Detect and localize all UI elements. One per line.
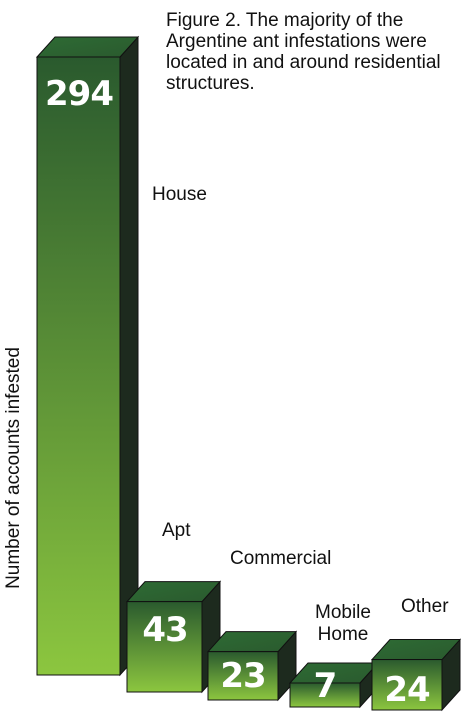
bar-front-commercial (207, 651, 279, 701)
bar-house (35, 35, 140, 677)
category-label-house-text: House (152, 184, 207, 205)
category-label-commercial-text: Commercial (230, 548, 332, 569)
category-label-other-text: Other (401, 596, 449, 617)
bar-top-house (35, 36, 140, 58)
bar-other (370, 638, 461, 712)
category-label-apt-text: Apt (162, 520, 191, 541)
bar-front-house (36, 56, 121, 676)
value-label-other: 24 (384, 670, 430, 710)
y-axis-label: Number of accounts infested (3, 347, 24, 589)
bar-commercial (206, 630, 298, 702)
category-label-house: House (152, 184, 207, 206)
bar-side-house (119, 35, 139, 677)
value-label-house: 294 (45, 74, 114, 114)
bar-front-apt (126, 601, 203, 693)
value-label-mobile-home: 7 (313, 666, 338, 706)
bars-group (35, 35, 461, 712)
category-label-mobile-home-line1: Mobile (315, 602, 371, 623)
bar-front-mobile-home (289, 682, 361, 708)
value-label-commercial: 23 (220, 656, 266, 696)
category-label-mobile-home-line2: Home (317, 624, 369, 645)
figure-caption: Figure 2. The majority of the Argentine … (166, 10, 441, 94)
value-label-apt: 43 (142, 610, 188, 650)
bar-front-other (371, 659, 443, 711)
category-label-other: Other (401, 596, 449, 618)
category-label-mobile-home: Mobile Home (309, 602, 377, 646)
category-label-commercial: Commercial (230, 548, 331, 570)
category-label-apt: Apt (162, 520, 191, 542)
